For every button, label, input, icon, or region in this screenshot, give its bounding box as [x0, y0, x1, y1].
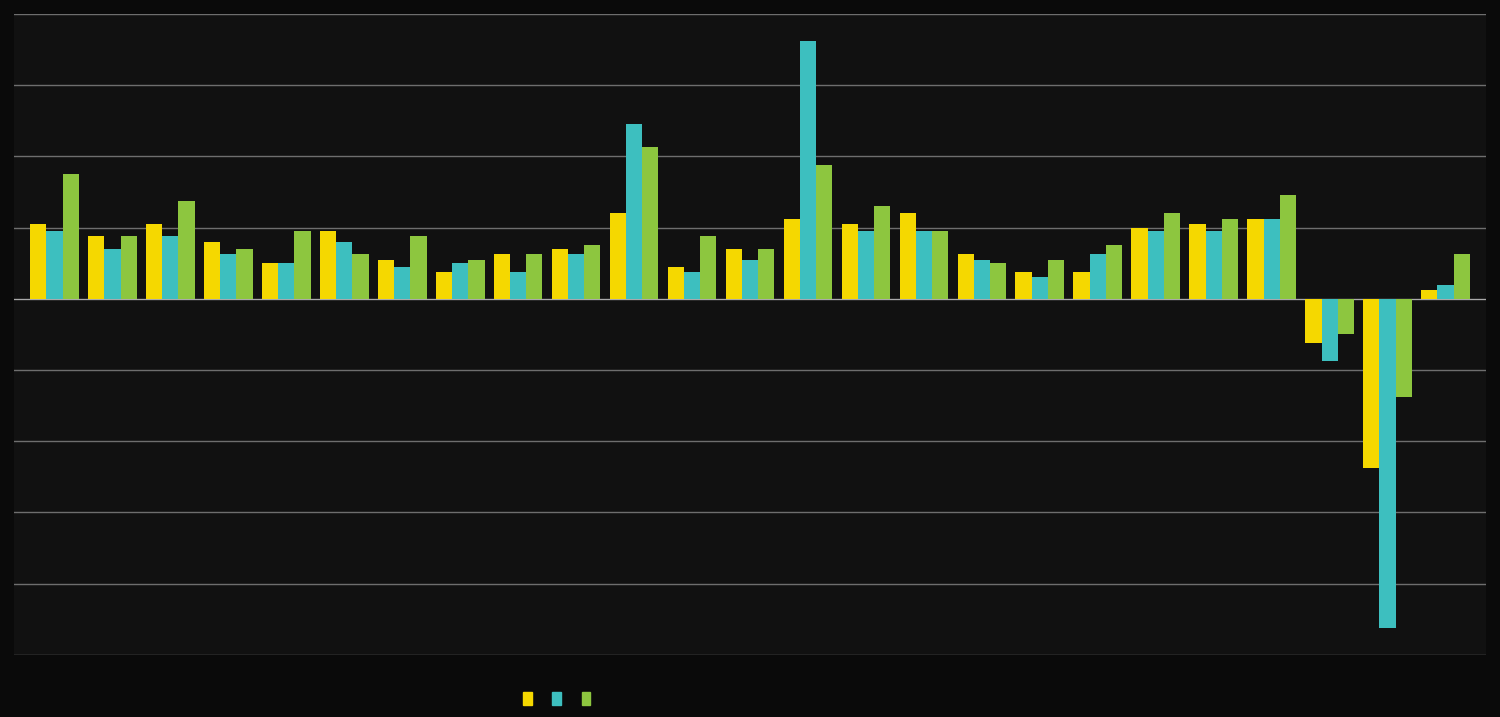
Bar — [162, 237, 178, 299]
Bar — [1280, 196, 1296, 299]
Bar — [1164, 213, 1180, 299]
Bar — [1248, 219, 1263, 299]
Bar — [1322, 299, 1338, 361]
Bar — [352, 255, 369, 299]
Bar — [842, 224, 858, 299]
Bar — [916, 231, 932, 299]
Bar — [932, 231, 948, 299]
Bar — [1305, 299, 1322, 343]
Bar — [320, 231, 336, 299]
Bar — [1420, 290, 1437, 299]
Bar — [668, 267, 684, 299]
Bar — [742, 260, 758, 299]
Bar — [758, 249, 774, 299]
Bar — [1437, 285, 1454, 299]
Bar — [552, 249, 568, 299]
Bar — [874, 206, 891, 299]
Bar — [1222, 219, 1238, 299]
Bar — [1190, 224, 1206, 299]
Bar — [1148, 231, 1164, 299]
Bar — [1454, 255, 1470, 299]
Bar — [1206, 231, 1222, 299]
Bar — [436, 272, 451, 299]
Bar — [494, 255, 510, 299]
Bar — [1074, 272, 1089, 299]
Bar — [1032, 277, 1048, 299]
Bar — [120, 237, 136, 299]
Bar — [30, 224, 46, 299]
Bar — [974, 260, 990, 299]
Bar — [278, 263, 294, 299]
Bar — [46, 231, 63, 299]
Bar — [1016, 272, 1032, 299]
Bar — [816, 165, 833, 299]
Bar — [783, 219, 800, 299]
Bar — [378, 260, 394, 299]
Bar — [700, 237, 717, 299]
Bar — [726, 249, 742, 299]
Bar — [990, 263, 1006, 299]
Bar — [642, 148, 658, 299]
Bar — [1364, 299, 1380, 468]
Bar — [105, 249, 120, 299]
Bar — [468, 260, 484, 299]
Bar — [146, 224, 162, 299]
Bar — [526, 255, 543, 299]
Bar — [957, 255, 974, 299]
Bar — [1048, 260, 1064, 299]
Bar — [1338, 299, 1354, 334]
Bar — [336, 242, 352, 299]
Bar — [452, 263, 468, 299]
Bar — [1395, 299, 1411, 397]
Bar — [584, 245, 600, 299]
Bar — [609, 213, 625, 299]
Bar — [510, 272, 526, 299]
Bar — [684, 272, 700, 299]
Bar — [800, 41, 816, 299]
Bar — [294, 231, 310, 299]
Bar — [900, 213, 916, 299]
Bar — [626, 124, 642, 299]
Bar — [1263, 219, 1280, 299]
Bar — [237, 249, 252, 299]
Bar — [220, 255, 237, 299]
Bar — [858, 231, 874, 299]
Bar — [568, 255, 584, 299]
Bar — [394, 267, 411, 299]
Bar — [1131, 227, 1148, 299]
Bar — [178, 201, 195, 299]
Legend: , , : , , — [518, 687, 600, 712]
Bar — [88, 237, 105, 299]
Bar — [204, 242, 220, 299]
Bar — [262, 263, 278, 299]
Bar — [411, 237, 426, 299]
Bar — [1089, 255, 1106, 299]
Bar — [63, 174, 80, 299]
Bar — [1106, 245, 1122, 299]
Bar — [1380, 299, 1395, 628]
